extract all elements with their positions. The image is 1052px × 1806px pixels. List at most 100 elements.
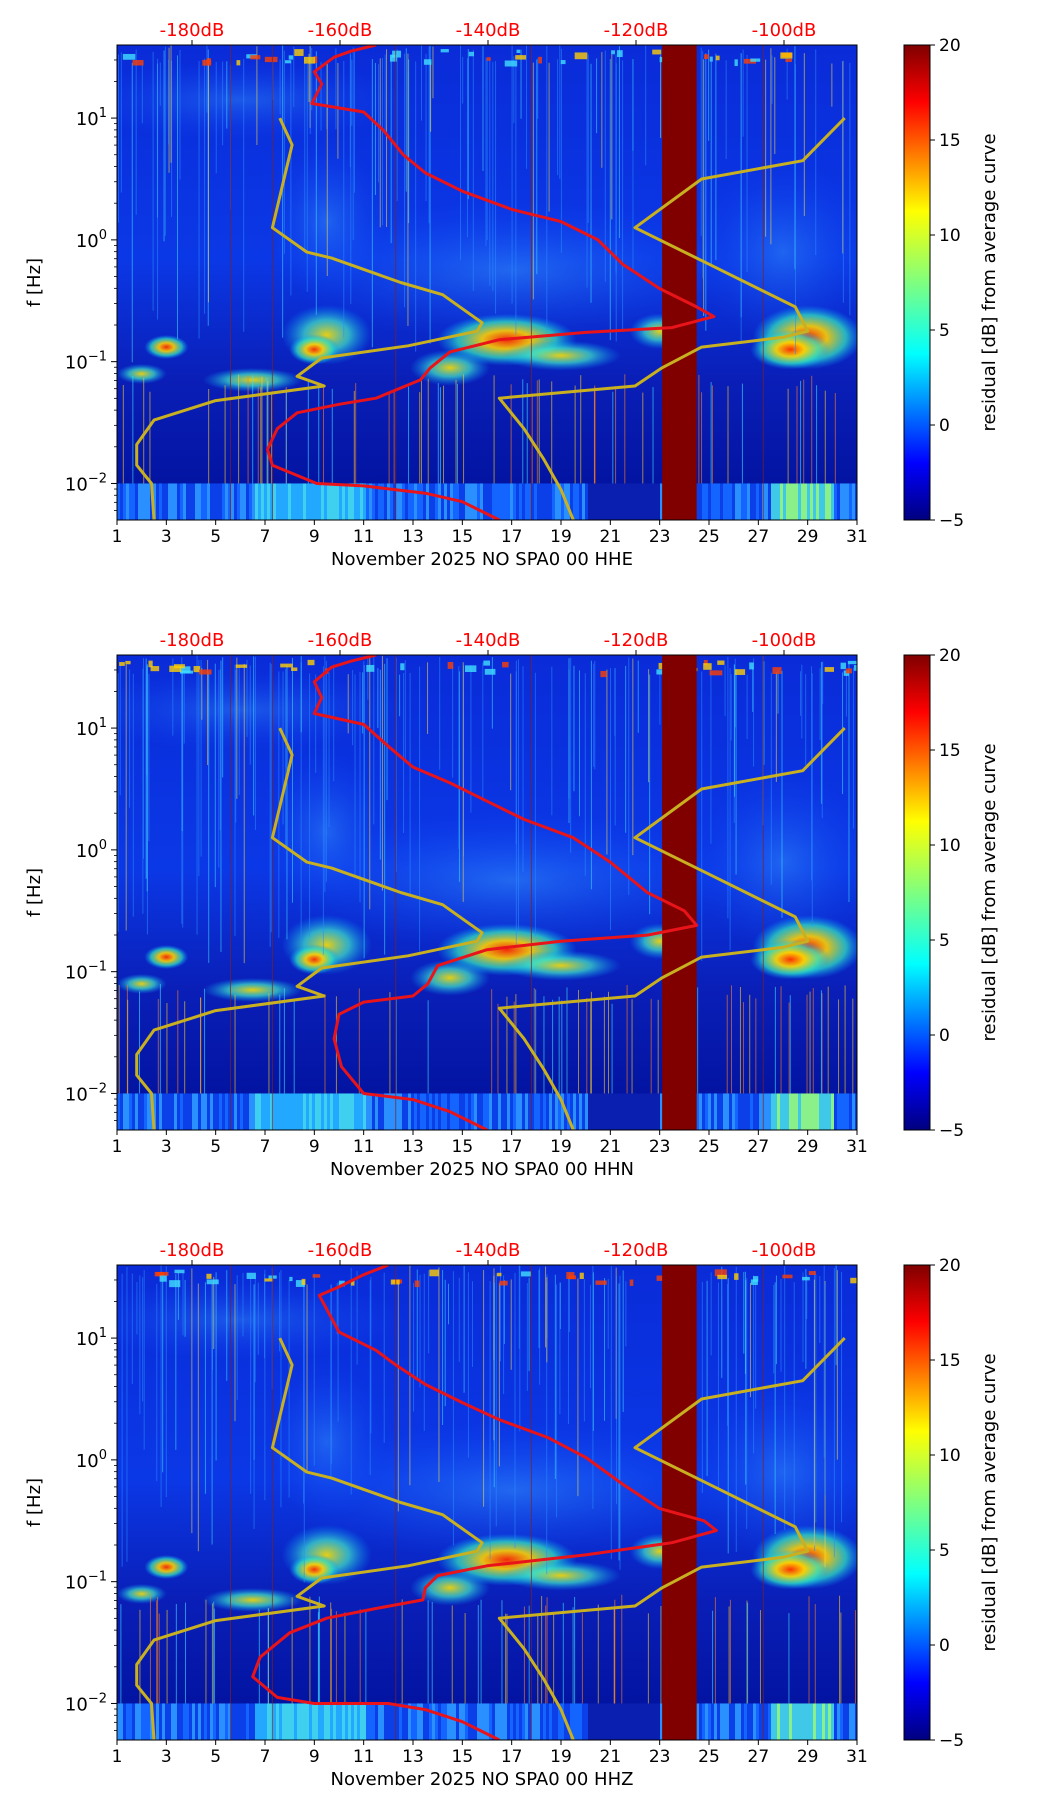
low-band-strip (120, 483, 123, 520)
low-band-strip (405, 1703, 408, 1740)
low-band-strip (390, 1703, 393, 1740)
low-band-strip (327, 483, 330, 520)
hf-spot (122, 53, 136, 60)
low-band-strip (639, 1703, 642, 1740)
low-band-strip (393, 1703, 396, 1740)
low-band-strip (696, 483, 699, 520)
y-tick-label: 10−1 (65, 1570, 107, 1594)
low-band-strip (339, 1093, 342, 1130)
colorbar-tick-label: 10 (939, 836, 961, 856)
colorbar-tick-label: 20 (939, 646, 961, 666)
low-band-strip (453, 1093, 456, 1130)
low-band-strip (477, 1093, 480, 1130)
low-band-strip (198, 1703, 201, 1740)
low-band-strip (585, 1703, 588, 1740)
hf-spot (313, 56, 318, 64)
low-band-strip (195, 1703, 198, 1740)
low-band-strip (324, 1093, 327, 1130)
low-band-strip (291, 1703, 294, 1740)
hf-spot (780, 52, 793, 59)
hf-spot (423, 59, 432, 65)
low-band-strip (327, 1093, 330, 1130)
low-band-strip (750, 1093, 753, 1130)
low-band-strip (408, 1703, 411, 1740)
low-band-strip (183, 1093, 186, 1130)
low-band-strip (279, 483, 282, 520)
low-band-strip (753, 483, 756, 520)
x-tick-label: 9 (309, 1137, 320, 1157)
low-band-strip (852, 1093, 855, 1130)
low-band-strip (381, 483, 384, 520)
low-band-strip (483, 483, 486, 520)
low-band-strip (252, 483, 255, 520)
low-band-strip (720, 1703, 723, 1740)
hf-spot (824, 667, 835, 672)
hf-spot (743, 58, 757, 64)
x-tick-label: 25 (698, 1137, 720, 1157)
low-band-strip (192, 483, 195, 520)
low-band-strip (306, 1703, 309, 1740)
colorbar-tick-label: −5 (939, 1121, 964, 1141)
low-band-strip (474, 483, 477, 520)
colorbar-label: residual [dB] from average curve (979, 743, 1000, 1041)
low-band-strip (285, 1093, 288, 1130)
low-band-strip (792, 1703, 795, 1740)
low-band-strip (414, 483, 417, 520)
low-band-strip (771, 1703, 774, 1740)
low-band-strip (594, 1703, 597, 1740)
low-band-strip (504, 1093, 507, 1130)
low-band-strip (333, 1703, 336, 1740)
energy-blob (289, 944, 340, 975)
x-tick-label: 15 (452, 1137, 474, 1157)
low-band-strip (246, 1093, 249, 1130)
low-band-strip (630, 483, 633, 520)
low-band-strip (831, 1093, 834, 1130)
hf-spot (389, 54, 397, 62)
y-tick-label: 101 (76, 716, 107, 740)
noise-cloud (117, 59, 411, 140)
low-band-strip (225, 1703, 228, 1740)
low-band-strip (333, 1093, 336, 1130)
low-band-strip (576, 483, 579, 520)
hf-spot (703, 54, 709, 60)
energy-blob (117, 973, 167, 994)
low-band-strip (312, 1703, 315, 1740)
hf-spot (658, 662, 665, 670)
low-band-strip (489, 1703, 492, 1740)
low-band-strip (816, 1703, 819, 1740)
db-tick-label: -140dB (456, 630, 521, 651)
low-band-strip (315, 1093, 318, 1130)
low-band-strip (783, 1093, 786, 1130)
noise-cloud (266, 1361, 387, 1522)
y-tick-label: 100 (76, 228, 107, 252)
hf-spot (284, 60, 292, 64)
low-band-strip (624, 1703, 627, 1740)
low-band-strip (849, 1093, 852, 1130)
hf-spot (845, 668, 852, 674)
low-band-strip (714, 1703, 717, 1740)
low-band-strip (543, 1093, 546, 1130)
low-band-strip (288, 1703, 291, 1740)
low-band-strip (300, 1703, 303, 1740)
low-band-strip (393, 1093, 396, 1130)
low-band-strip (507, 1093, 510, 1130)
low-band-strip (804, 1703, 807, 1740)
hf-spot (853, 665, 857, 671)
low-band-strip (471, 1093, 474, 1130)
low-band-strip (744, 1703, 747, 1740)
low-band-strip (243, 1703, 246, 1740)
low-band-strip (519, 1093, 522, 1130)
low-band-strip (363, 483, 366, 520)
low-band-strip (294, 1703, 297, 1740)
energy-blob (410, 959, 490, 996)
hf-spot (502, 661, 509, 668)
low-band-strip (240, 1093, 243, 1130)
low-band-strip (813, 1093, 816, 1130)
low-band-strip (129, 1093, 132, 1130)
low-band-strip (825, 1703, 828, 1740)
hf-spot (709, 56, 713, 62)
low-band-strip (615, 1093, 618, 1130)
x-tick-label: 11 (353, 1137, 375, 1157)
